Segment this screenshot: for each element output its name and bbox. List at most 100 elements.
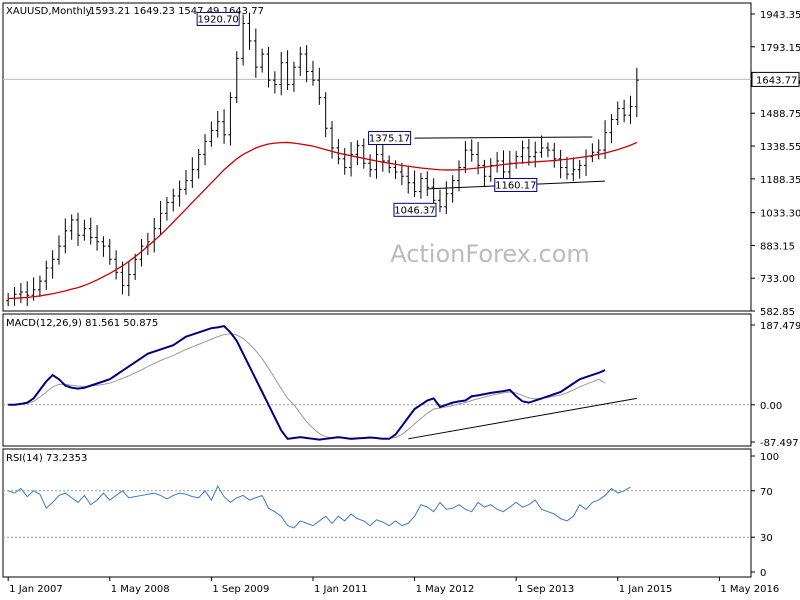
price-bar <box>457 160 462 192</box>
price-annotation-box <box>368 131 412 146</box>
rsi-y-tick-label: 30 <box>760 533 773 544</box>
last-price-box <box>751 71 800 87</box>
price-annotation-box <box>196 11 240 26</box>
price-bar <box>609 114 614 144</box>
price-bar <box>266 46 271 88</box>
moving-average-line <box>8 141 638 300</box>
price-bar <box>285 50 290 91</box>
x-axis-tick-label: 1 Jan 2007 <box>9 584 63 595</box>
price-bar <box>437 189 442 213</box>
rsi-y-axis: 100 70 30 0 <box>751 452 779 579</box>
ohlc-values-label: 1593.21 1649.23 1547.49 1643.77 <box>89 6 264 17</box>
price-bar <box>342 148 347 175</box>
price-y-tick-label: 1943.35 <box>760 10 800 21</box>
x-axis-tick-label: 1 Jan 2015 <box>619 584 673 595</box>
price-bar <box>552 142 557 168</box>
last-price-label: 1643.77 <box>756 75 797 86</box>
price-panel-frame <box>2 2 752 312</box>
price-bar <box>393 160 398 180</box>
rsi-y-tick-label: 0 <box>760 568 766 579</box>
price-bar <box>310 60 315 86</box>
price-bar <box>196 148 201 179</box>
rsi-lines <box>8 485 631 529</box>
price-bar <box>317 67 322 105</box>
x-axis-tick-label: 1 May 2016 <box>720 584 779 595</box>
price-bar <box>304 45 309 83</box>
macd-y-tick-label: -87.497 <box>760 438 799 449</box>
price-y-tick-label: 1338.55 <box>760 142 800 153</box>
price-bar <box>279 52 284 96</box>
price-bar <box>25 281 30 306</box>
price-bar <box>203 134 208 166</box>
price-bar <box>272 71 277 94</box>
price-bar <box>82 219 87 241</box>
price-bar <box>139 238 144 267</box>
price-bar <box>76 212 81 246</box>
signal-line <box>8 333 606 439</box>
x-axis: 1 Jan 2007 1 May 2008 1 Sep 2009 1 Jan 2011… <box>7 577 779 595</box>
macd-y-tick-label: 0.00 <box>760 401 782 412</box>
price-bar <box>215 111 220 138</box>
price-y-tick-label: 1188.35 <box>760 175 800 186</box>
price-bar <box>634 67 639 118</box>
price-bar <box>412 170 417 198</box>
price-bar <box>615 101 620 125</box>
price-bar <box>171 188 176 212</box>
price-y-tick-label: 1033.30 <box>760 209 800 220</box>
price-bar <box>69 214 74 240</box>
price-bar <box>234 51 239 104</box>
price-bar <box>107 238 112 265</box>
price-bar <box>18 283 23 304</box>
price-bar <box>120 261 125 295</box>
price-bar <box>387 155 392 174</box>
price-bar <box>190 157 195 188</box>
price-bar <box>444 181 449 215</box>
price-bar <box>298 46 303 77</box>
rsi-y-tick-label: 70 <box>760 487 773 498</box>
rsi-panel-frame <box>2 448 752 578</box>
price-annotation-label: 1046.37 <box>394 205 435 216</box>
price-bar <box>44 260 49 291</box>
price-trendline <box>414 136 593 139</box>
price-bar <box>564 156 569 180</box>
price-bar <box>291 61 296 92</box>
price-bar <box>241 14 246 66</box>
price-annotation-label: 1920.70 <box>197 14 238 25</box>
x-axis-tick-label: 1 May 2008 <box>111 584 170 595</box>
price-bar <box>596 139 601 160</box>
rsi-gridlines <box>3 490 751 538</box>
price-annotation-box <box>494 177 538 192</box>
price-bar <box>399 162 404 186</box>
macd-y-tick-label: 187.479 <box>760 321 800 332</box>
price-y-tick-label: 582.85 <box>760 307 795 318</box>
price-bar <box>450 175 455 203</box>
x-axis-tick-label: 1 Sep 2009 <box>212 584 269 595</box>
price-y-tick-label: 883.15 <box>760 241 795 252</box>
price-bar <box>476 142 481 175</box>
price-annotation-box <box>393 202 437 217</box>
price-bar <box>558 149 563 179</box>
rsi-y-tick-label: 100 <box>760 452 779 463</box>
price-bar <box>501 150 506 181</box>
price-bar <box>361 138 366 169</box>
price-bar <box>425 171 430 197</box>
price-bar <box>545 142 550 158</box>
price-bar <box>336 138 341 165</box>
price-bar <box>50 250 55 279</box>
price-bar <box>330 121 335 159</box>
price-bar <box>126 262 131 297</box>
price-bar <box>628 95 633 125</box>
price-bar <box>533 141 538 168</box>
macd-y-axis: 187.479 0.00 -87.497 <box>751 321 800 449</box>
macd-panel-title: MACD(12,26,9) 81.561 50.875 <box>6 318 158 329</box>
price-bar <box>355 140 360 166</box>
price-bar <box>380 142 385 172</box>
price-bar <box>209 121 214 147</box>
price-bar <box>520 140 525 164</box>
price-annotation-label: 1160.17 <box>495 180 536 191</box>
price-bar <box>95 224 100 251</box>
price-bar <box>482 159 487 187</box>
price-y-axis: 1943.351793.151638.951488.751338.551188.… <box>751 10 800 318</box>
